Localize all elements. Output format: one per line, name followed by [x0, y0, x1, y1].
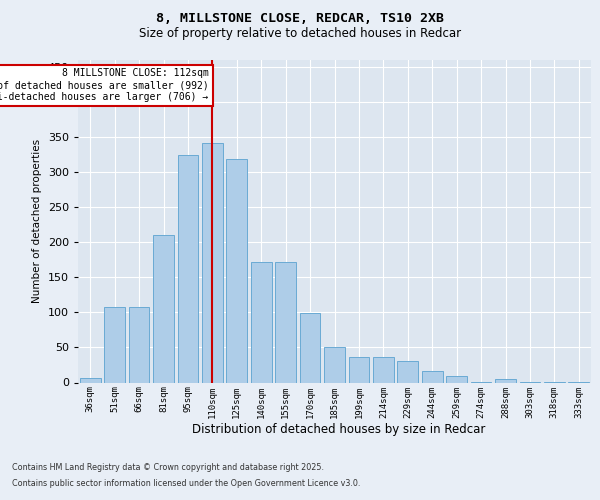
- Bar: [178, 154, 199, 382]
- Bar: [349, 356, 370, 382]
- Bar: [251, 262, 272, 382]
- Bar: [128, 308, 149, 382]
- Text: Distribution of detached houses by size in Redcar: Distribution of detached houses by size …: [193, 422, 485, 436]
- Text: Size of property relative to detached houses in Redcar: Size of property relative to detached ho…: [139, 28, 461, 40]
- Bar: [373, 356, 394, 382]
- Bar: [446, 376, 467, 382]
- Text: Contains public sector information licensed under the Open Government Licence v3: Contains public sector information licen…: [12, 478, 361, 488]
- Bar: [202, 142, 223, 382]
- Bar: [80, 378, 101, 382]
- Bar: [275, 262, 296, 382]
- Bar: [104, 308, 125, 382]
- Bar: [324, 348, 345, 382]
- Bar: [153, 234, 174, 382]
- Bar: [495, 379, 516, 382]
- Bar: [422, 370, 443, 382]
- Bar: [226, 159, 247, 382]
- Text: 8, MILLSTONE CLOSE, REDCAR, TS10 2XB: 8, MILLSTONE CLOSE, REDCAR, TS10 2XB: [156, 12, 444, 24]
- Bar: [299, 313, 320, 382]
- Y-axis label: Number of detached properties: Number of detached properties: [32, 139, 42, 304]
- Text: Contains HM Land Registry data © Crown copyright and database right 2025.: Contains HM Land Registry data © Crown c…: [12, 464, 324, 472]
- Text: 8 MILLSTONE CLOSE: 112sqm
← 58% of detached houses are smaller (992)
41% of semi: 8 MILLSTONE CLOSE: 112sqm ← 58% of detac…: [0, 68, 209, 102]
- Bar: [397, 362, 418, 382]
